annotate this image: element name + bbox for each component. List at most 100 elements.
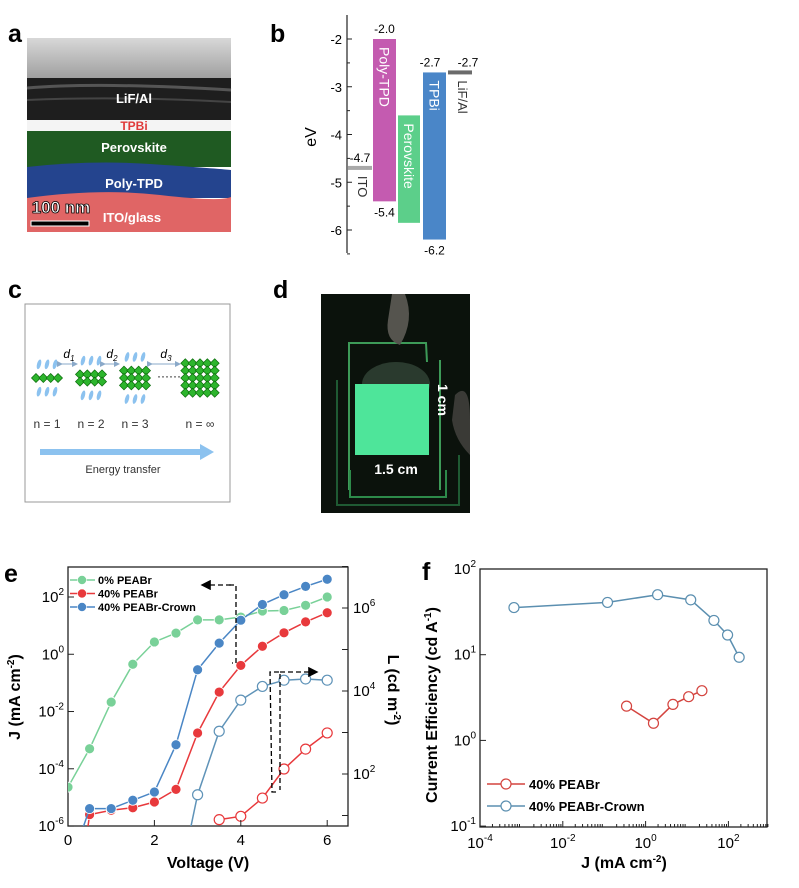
data-point [170,627,182,639]
data-point [192,789,204,801]
data-point [170,783,182,795]
distance-label: d2 [106,347,118,363]
data-point [278,605,290,616]
data-point [213,725,225,737]
data-point [84,803,95,814]
level-top-value: -2.0 [374,22,395,36]
data-point [256,640,268,652]
data-point [620,700,633,712]
data-point [508,601,520,614]
plot-area-f [508,589,745,729]
level-top-value: -2.7 [458,55,479,69]
legend-marker [500,800,512,812]
organic-cation [132,352,138,362]
octahedron [82,376,93,387]
y-tick-label-e: 10-4 [38,759,64,778]
energy-tick-label: -4 [330,128,342,143]
data-point [278,627,290,639]
x-axis-title-f: J (mA cm-2) [581,854,667,872]
panel-label-c: c [8,276,22,304]
level-bar-poly-tpd [373,39,396,202]
energy-tick-label: -5 [330,175,342,190]
panel-d: d 1 cm 1.5 cm [273,276,470,513]
y-tick-label-e: 10-6 [38,816,64,835]
organic-cation [96,390,102,401]
organic-cation [124,394,130,404]
organic-cation [80,355,86,366]
y2-axis-title-e: L (cd m-2) [384,655,402,726]
level-bar-perovskite [398,115,420,223]
series-line [219,732,328,821]
panel-b: b eV -2 -3 -4 -5 -6 ITO -4.7 Poly-TPD -2.0 -5.4 Pe… [270,15,479,258]
series-line [190,678,328,826]
data-point [300,673,312,685]
phase-label: n = ∞ [186,417,215,431]
octahedron [38,373,49,383]
layer-label-tpbi: TPBi [120,119,147,133]
y-tick-label-e: 10-2 [38,702,64,721]
data-point [721,629,734,641]
level-bottom-value: -6.2 [424,244,445,258]
organic-cation [44,359,50,370]
legend-label: 40% PEABr [98,589,159,601]
x-axis-title-e: Voltage (V) [167,855,249,872]
octahedron [180,387,191,398]
legend-marker [500,778,512,790]
data-point [300,581,312,592]
device-photo [321,294,470,513]
y-tick-label-f: 100 [454,730,477,749]
octahedron [30,373,41,383]
data-point [321,573,333,585]
level-name-tpbi: TPBi [427,80,443,110]
octahedron [133,380,144,391]
data-point [647,717,660,729]
level-top-value: -4.7 [350,151,371,165]
legend-label: 40% PEABr-Crown [529,799,645,814]
energy-transfer-arrow-head [200,444,214,460]
data-point [213,637,225,649]
octahedron [126,380,137,391]
octahedron [53,373,64,383]
data-point [300,743,312,755]
organic-cation [140,352,146,362]
data-point [256,599,268,610]
data-point [278,763,290,775]
legend-label: 0% PEABr [98,575,153,587]
y-axis-title-e: J (mA cm-2) [6,654,24,740]
level-name-poly-tpd: Poly-TPD [377,47,393,107]
level-bar-tpbi [423,72,446,240]
data-point [148,636,160,648]
octahedron [45,373,56,383]
data-point [300,616,312,628]
data-point [213,614,225,626]
x-tick-label-e: 0 [64,832,72,849]
series-line [68,596,328,788]
dashed-arrow-right-axis [269,671,281,793]
data-point [192,664,204,676]
data-point [278,674,290,686]
data-point [105,803,117,814]
panel-label-f: f [422,558,431,586]
x-tick-label-e: 4 [237,832,245,849]
y-tick-label-f: 101 [454,645,477,664]
legend-marker [77,602,87,612]
phase-label: n = 3 [121,417,148,431]
legend-marker [77,588,87,599]
phase-label: n = 2 [77,417,104,431]
data-point [235,810,247,822]
octahedron [89,376,100,387]
data-point [256,680,268,693]
level-name-perovskite: Perovskite [401,123,417,189]
data-point [300,599,312,611]
panel-label-b: b [270,20,285,48]
x-tick-label-f: 100 [634,833,657,852]
height-label: 1 cm [435,384,451,416]
data-point [105,696,117,708]
y-tick-label-e: 100 [42,644,65,663]
data-point [321,727,333,739]
data-point [321,674,333,686]
octahedron [202,387,213,398]
level-bottom-value: -5.4 [374,205,395,219]
panel-label-d: d [273,276,288,304]
data-point [148,796,160,808]
